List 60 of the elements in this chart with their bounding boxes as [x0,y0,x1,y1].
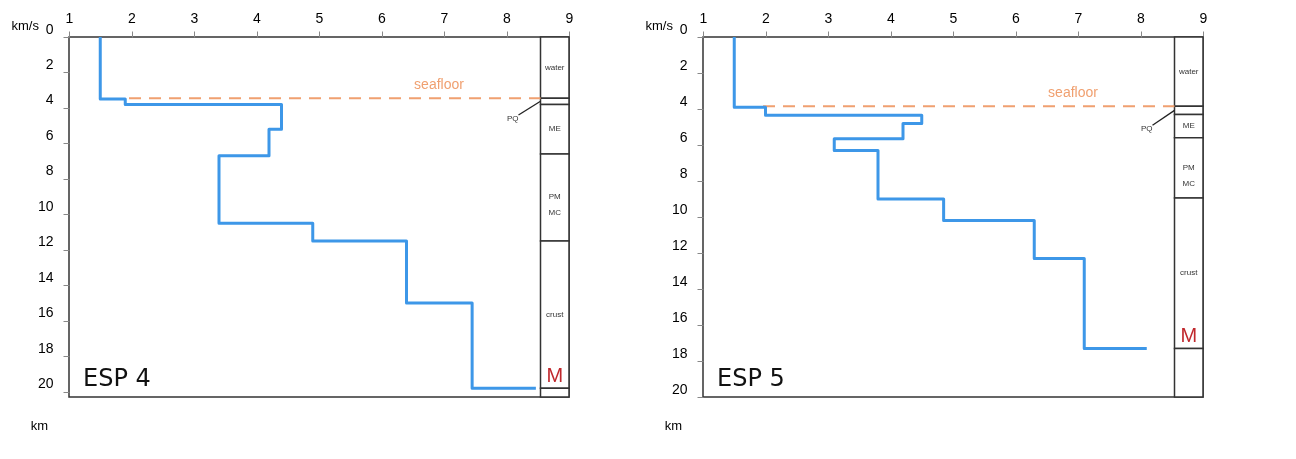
band-label: PQ [506,114,519,124]
y-tick-label: 8 [679,164,688,181]
y-axis-title: km [30,417,49,433]
x-axis-title: km/s [11,17,40,33]
y-tick-label: 12 [671,236,688,253]
y-tick-label: 4 [45,91,54,108]
y-tick-label: 6 [45,126,54,143]
x-tick-label: 6 [378,9,387,26]
y-tick-label: 10 [671,200,688,217]
x-tick-label: 2 [762,9,771,26]
y-tick-label: 0 [679,20,688,37]
x-tick-label: 8 [1137,9,1146,26]
x-tick-label: 5 [949,9,958,26]
ref-line-label: seafloor [1048,84,1099,101]
x-tick-label: 2 [128,9,137,26]
x-tick-label: 9 [565,9,574,26]
annotation: M [1180,324,1198,347]
band-label: PM MC [548,192,562,218]
y-tick-label: 20 [671,380,688,397]
y-tick-label: 18 [37,339,54,356]
y-tick-label: 8 [45,162,54,179]
y-tick-label: 20 [37,375,54,392]
y-tick-label: 10 [37,197,54,214]
band-label: ME [1182,121,1195,131]
x-tick-label: 7 [440,9,449,26]
annotation: M [546,364,564,387]
y-tick-label: 0 [45,20,54,37]
y-tick-label: 2 [679,56,688,73]
y-tick-label: 6 [679,128,688,145]
x-tick-label: 4 [887,9,896,26]
x-tick-label: 3 [824,9,833,26]
x-tick-label: 3 [190,9,199,26]
x-tick-label: 6 [1012,9,1021,26]
y-axis-title: km [664,417,683,433]
band-label: ME [548,124,561,134]
y-tick-label: 16 [671,308,688,325]
annotation: ESP 5 [717,364,785,392]
band-label: crust [1180,268,1199,278]
band-label: water [543,62,565,72]
x-tick-label: 7 [1074,9,1083,26]
x-tick-label: 9 [1199,9,1208,26]
x-tick-label: 1 [699,9,708,26]
y-tick-label: 4 [679,92,688,109]
y-tick-label: 18 [671,344,688,361]
x-axis-title: km/s [645,17,674,33]
y-tick-label: 16 [37,304,54,321]
x-tick-label: 4 [253,9,262,26]
band-label: PM MC [1182,162,1196,188]
x-tick-label: 5 [315,9,324,26]
y-tick-label: 14 [671,272,688,289]
band-label: crust [546,309,565,319]
y-tick-label: 12 [37,233,54,250]
band-label: water [1177,66,1199,76]
x-tick-label: 8 [503,9,512,26]
ref-line-label: seafloor [414,76,465,93]
band-label: PQ [1140,124,1153,134]
y-tick-label: 14 [37,268,54,285]
x-tick-label: 1 [65,9,74,26]
annotation: ESP 4 [83,364,151,392]
y-tick-label: 2 [45,55,54,72]
